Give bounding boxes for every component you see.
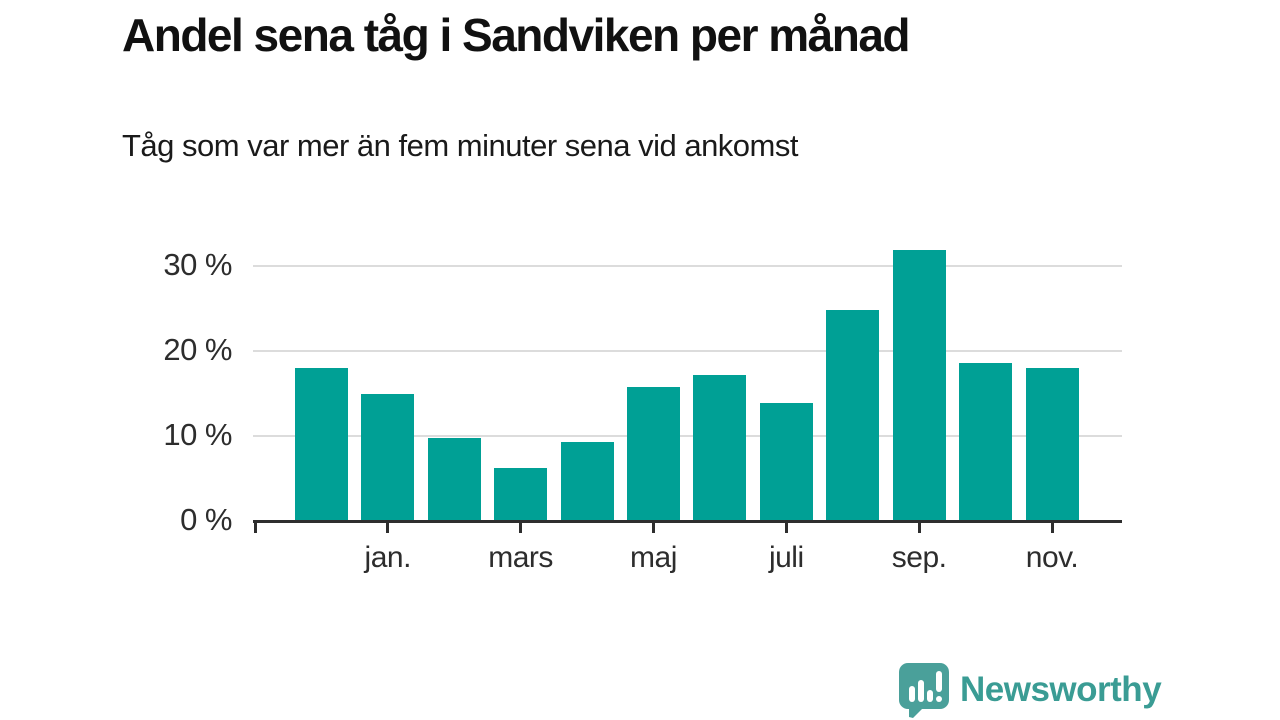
y-gridline	[253, 434, 1122, 437]
x-axis-tick	[519, 521, 523, 533]
x-axis-tick	[1050, 521, 1054, 533]
bar	[427, 437, 481, 521]
x-axis-tick-label: nov.	[1025, 541, 1079, 574]
x-axis-line	[253, 520, 1122, 523]
bar	[560, 441, 614, 521]
bar	[626, 387, 680, 521]
x-axis-tick-label: jan.	[364, 541, 412, 574]
x-axis-tick-label: mars	[488, 541, 553, 574]
x-axis-tick-label: maj	[630, 541, 677, 574]
x-axis-tick	[386, 521, 390, 533]
bar	[759, 402, 813, 521]
bar	[494, 468, 548, 521]
newsworthy-wordmark: Newsworthy	[960, 670, 1162, 709]
y-gridline	[253, 349, 1122, 352]
x-axis-tick	[651, 521, 655, 533]
newsworthy-logo: Newsworthy	[898, 662, 1162, 718]
chart-subtitle: Tåg som var mer än fem minuter sena vid …	[122, 128, 798, 163]
x-axis-tick	[784, 521, 788, 533]
y-gridline	[253, 264, 1122, 267]
bar	[294, 367, 348, 521]
bar	[826, 309, 880, 521]
chart-title: Andel sena tåg i Sandviken per månad	[122, 9, 911, 61]
newsworthy-logo-icon	[899, 663, 949, 718]
x-axis-tick	[254, 521, 257, 533]
x-axis-tick-label: juli	[768, 541, 804, 574]
y-axis-tick-label: 0 %	[180, 502, 232, 537]
bar	[892, 250, 946, 521]
x-axis-tick	[917, 521, 921, 533]
y-axis-tick-label: 20 %	[163, 331, 232, 367]
x-axis-tick-label: sep.	[891, 541, 947, 574]
bar	[1025, 367, 1079, 521]
bar	[959, 362, 1013, 521]
bar	[361, 394, 415, 521]
y-axis-tick-label: 30 %	[163, 246, 232, 282]
bar	[693, 374, 747, 521]
y-axis-tick-label: 10 %	[163, 416, 232, 452]
